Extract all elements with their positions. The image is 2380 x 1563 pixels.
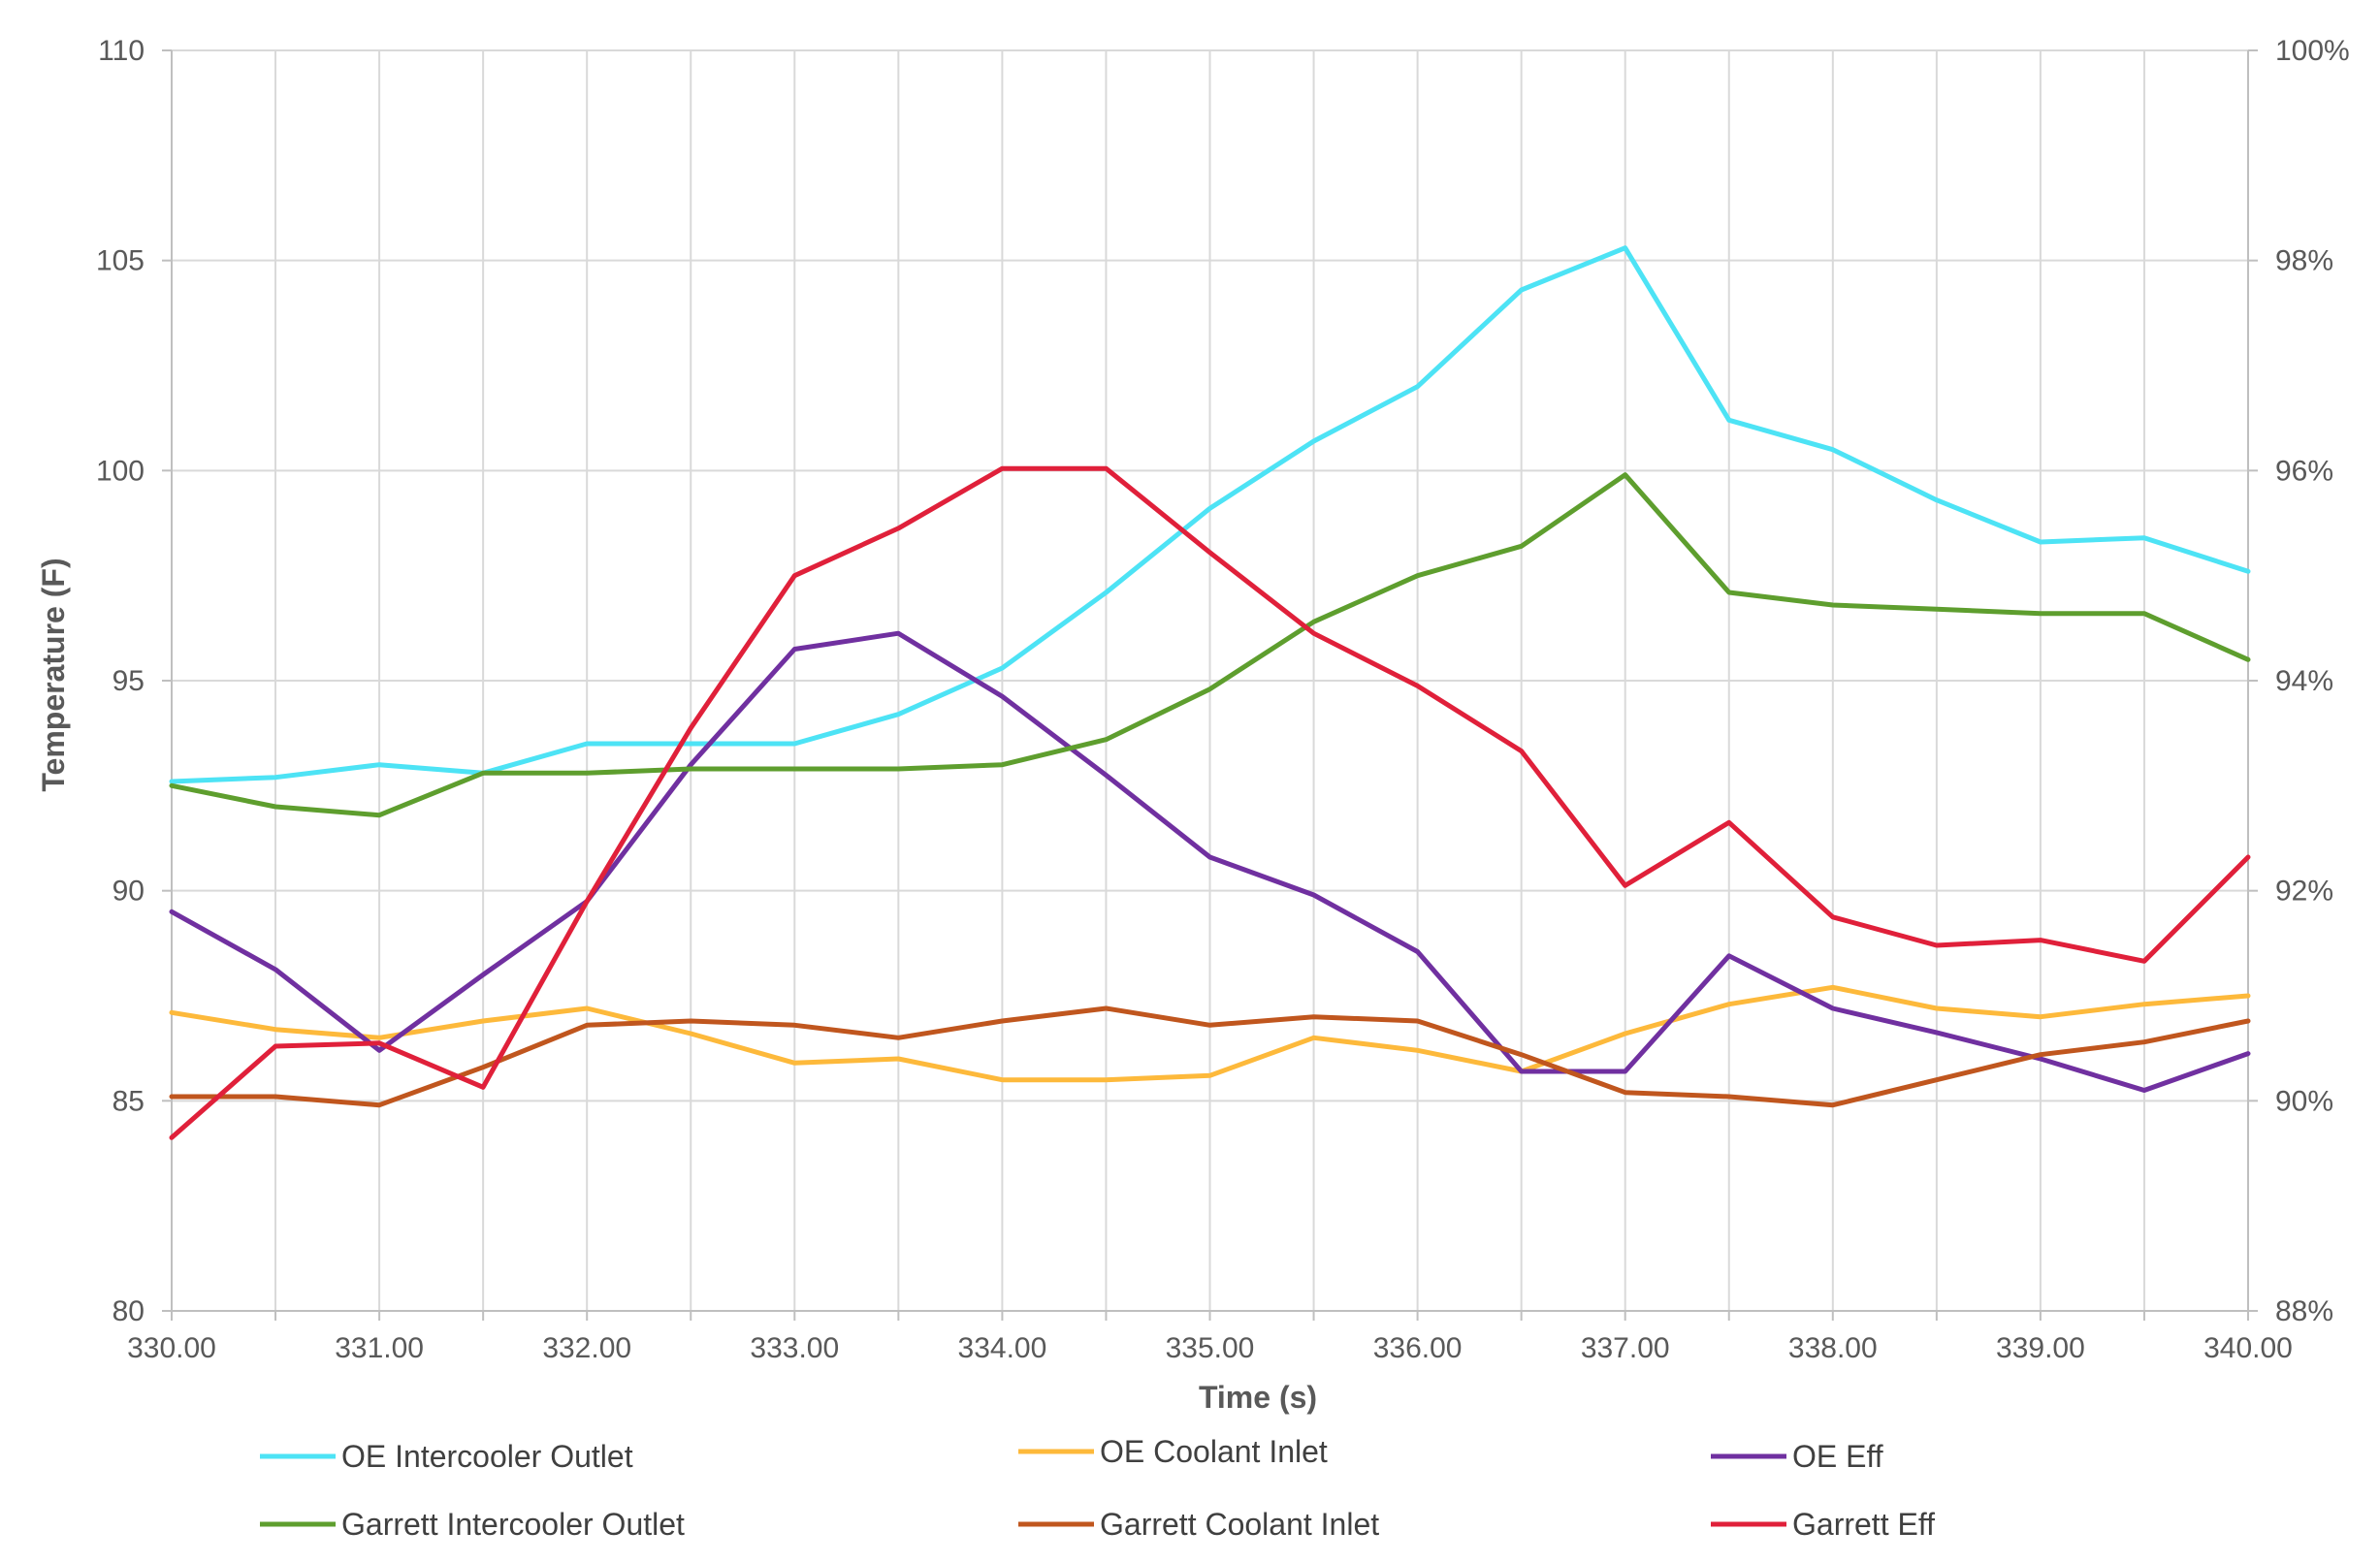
x-tick-label: 340.00 bbox=[2203, 1332, 2293, 1364]
x-axis-title: Time (s) bbox=[1199, 1380, 1317, 1415]
y-tick-label: 90 bbox=[113, 876, 145, 908]
legend-item-oe-eff: OE Eff bbox=[1711, 1439, 1883, 1474]
series-line-oe-intercooler-outlet bbox=[169, 245, 2251, 784]
x-tick-label: 331.00 bbox=[335, 1332, 424, 1364]
legend-label: OE Intercooler Outlet bbox=[341, 1439, 633, 1474]
y2-tick-label: 96% bbox=[2275, 455, 2333, 487]
y2-tick-label: 90% bbox=[2275, 1085, 2333, 1117]
x-tick-label: 333.00 bbox=[750, 1332, 839, 1364]
y-tick-label: 100 bbox=[96, 455, 145, 487]
y2-tick-label: 100% bbox=[2275, 35, 2350, 67]
x-tick-label: 336.00 bbox=[1373, 1332, 1463, 1364]
legend-item-garrett-eff: Garrett Eff bbox=[1711, 1507, 1935, 1542]
y2-tick-label: 92% bbox=[2275, 876, 2333, 908]
series-line-garrett-eff bbox=[169, 465, 2251, 1140]
series-line-garrett-coolant-inlet bbox=[169, 1005, 2251, 1108]
legend-item-oe-intercooler-outlet: OE Intercooler Outlet bbox=[260, 1439, 633, 1474]
legend-item-garrett-intercooler-outlet: Garrett Intercooler Outlet bbox=[260, 1507, 685, 1542]
x-tick-label: 337.00 bbox=[1581, 1332, 1670, 1364]
legend-label: OE Eff bbox=[1792, 1439, 1883, 1474]
series-lines bbox=[169, 245, 2251, 1140]
x-tick-label: 332.00 bbox=[542, 1332, 631, 1364]
legend-label: Garrett Intercooler Outlet bbox=[341, 1507, 685, 1542]
axes bbox=[162, 49, 2258, 1321]
y-axis-title: Temperature (F) bbox=[36, 558, 71, 791]
y2-tick-label: 88% bbox=[2275, 1295, 2333, 1327]
legend-item-oe-coolant-inlet: OE Coolant Inlet bbox=[1018, 1434, 1328, 1469]
y-tick-label: 80 bbox=[113, 1295, 145, 1327]
x-tick-label: 330.00 bbox=[127, 1332, 216, 1364]
grid bbox=[171, 49, 2249, 1312]
legend-label: Garrett Eff bbox=[1792, 1507, 1935, 1542]
y-tick-label: 95 bbox=[113, 665, 145, 697]
series-line-garrett-intercooler-outlet bbox=[169, 472, 2251, 818]
y-tick-label: 85 bbox=[113, 1085, 145, 1117]
legend: OE Intercooler Outlet OE Coolant Inlet OE … bbox=[260, 1434, 1935, 1542]
x-tick-label: 335.00 bbox=[1166, 1332, 1255, 1364]
tick-labels: 330.00 331.00 332.00 333.00 334.00 335.00 336.… bbox=[96, 35, 2350, 1364]
y2-tick-label: 94% bbox=[2275, 665, 2333, 697]
legend-label: OE Coolant Inlet bbox=[1100, 1434, 1328, 1469]
series-line-oe-coolant-inlet bbox=[169, 984, 2251, 1083]
series-line-oe-eff bbox=[169, 630, 2251, 1093]
y-tick-label: 105 bbox=[96, 245, 145, 277]
y-tick-label: 110 bbox=[98, 35, 145, 67]
legend-label: Garrett Coolant Inlet bbox=[1100, 1507, 1379, 1542]
legend-item-garrett-coolant-inlet: Garrett Coolant Inlet bbox=[1018, 1507, 1379, 1542]
x-tick-label: 338.00 bbox=[1788, 1332, 1878, 1364]
x-tick-label: 339.00 bbox=[1996, 1332, 2085, 1364]
y2-tick-label: 98% bbox=[2275, 245, 2333, 277]
x-tick-label: 334.00 bbox=[958, 1332, 1047, 1364]
